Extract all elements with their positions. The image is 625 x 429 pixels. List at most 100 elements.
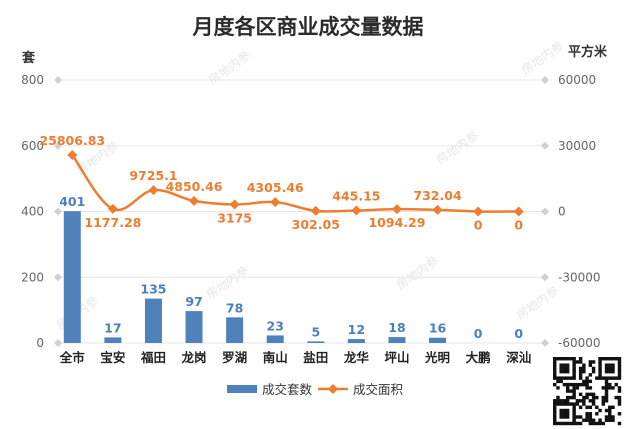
qr-cell bbox=[601, 399, 606, 403]
right-axis-unit: 平方米 bbox=[568, 44, 608, 60]
qr-cell bbox=[565, 412, 570, 416]
qr-cell bbox=[559, 366, 563, 371]
qr-cell bbox=[604, 363, 609, 367]
qr-cell bbox=[598, 408, 602, 413]
qr-cell bbox=[582, 379, 586, 384]
qr-cell bbox=[578, 382, 583, 387]
qr-cell bbox=[608, 366, 612, 371]
qr-cell bbox=[588, 412, 593, 416]
line-value-label: 1094.29 bbox=[368, 215, 425, 230]
bar bbox=[388, 337, 406, 343]
qr-cell bbox=[591, 402, 596, 406]
qr-cell bbox=[556, 357, 560, 361]
line-point bbox=[189, 195, 200, 206]
qr-cell bbox=[559, 363, 563, 367]
right-tick-label: 0 bbox=[558, 205, 566, 219]
qr-cell bbox=[565, 369, 570, 374]
qr-cell bbox=[598, 363, 602, 367]
line-value-label: 4305.46 bbox=[247, 180, 304, 195]
qr-cell bbox=[585, 415, 589, 419]
qr-cell bbox=[604, 376, 609, 380]
qr-cell bbox=[575, 415, 580, 419]
qr-cell bbox=[553, 360, 557, 364]
qr-cell bbox=[614, 357, 618, 361]
qr-cell bbox=[569, 382, 573, 387]
bar-value-label: 16 bbox=[429, 321, 447, 336]
right-tick-label: 30000 bbox=[558, 139, 596, 153]
qr-cell bbox=[572, 360, 576, 364]
left-tick-label: 200 bbox=[21, 270, 44, 284]
qr-cell bbox=[578, 357, 583, 361]
qr-cell bbox=[553, 366, 557, 371]
qr-cell bbox=[595, 376, 599, 380]
qr-cell bbox=[591, 369, 596, 374]
qr-cell bbox=[562, 357, 567, 361]
qr-cell bbox=[569, 421, 573, 426]
qr-cell bbox=[572, 405, 576, 410]
qr-cell bbox=[572, 412, 576, 416]
qr-cell bbox=[598, 357, 602, 361]
qr-cell bbox=[559, 357, 563, 361]
qr-cell bbox=[611, 369, 615, 374]
qr-cell bbox=[591, 399, 596, 403]
qr-cell bbox=[553, 415, 557, 419]
category-label: 龙岗 bbox=[181, 350, 207, 365]
qr-cell bbox=[591, 421, 596, 426]
left-tick-label: 0 bbox=[36, 336, 44, 350]
qr-cell bbox=[617, 360, 622, 364]
qr-cell bbox=[578, 421, 583, 426]
bar-value-label: 0 bbox=[474, 326, 483, 341]
qr-cell bbox=[614, 395, 618, 400]
qr-cell bbox=[608, 382, 612, 387]
qr-cell bbox=[598, 373, 602, 377]
grid-marker bbox=[541, 76, 549, 84]
qr-cell bbox=[578, 376, 583, 380]
qr-cell bbox=[565, 399, 570, 403]
qr-cell bbox=[559, 399, 563, 403]
qr-cell bbox=[572, 373, 576, 377]
bar bbox=[429, 337, 447, 343]
qr-cell bbox=[604, 382, 609, 387]
qr-cell bbox=[556, 379, 560, 384]
left-tick-label: 400 bbox=[21, 205, 44, 219]
qr-cell bbox=[572, 415, 576, 419]
qr-cell bbox=[572, 363, 576, 367]
qr-cell bbox=[556, 399, 560, 403]
qr-cell bbox=[562, 421, 567, 426]
line-value-label: 0 bbox=[474, 218, 483, 233]
qr-cell bbox=[604, 408, 609, 413]
bar bbox=[307, 341, 325, 343]
qr-cell bbox=[604, 386, 609, 390]
qr-cell bbox=[569, 395, 573, 400]
grid-lines bbox=[54, 76, 549, 347]
qr-cell bbox=[565, 366, 570, 371]
qr-cell bbox=[553, 373, 557, 377]
qr-cell bbox=[575, 399, 580, 403]
qr-cell bbox=[588, 405, 593, 410]
qr-cell bbox=[562, 415, 567, 419]
qr-cell bbox=[585, 379, 589, 384]
qr-cell bbox=[591, 360, 596, 364]
qr-cell bbox=[588, 373, 593, 377]
qr-cell bbox=[559, 402, 563, 406]
qr-cell bbox=[595, 412, 599, 416]
line-value-label: 25806.83 bbox=[39, 133, 105, 148]
right-axis-ticks: -60000 -30000 0 30000 60000 bbox=[558, 73, 601, 350]
qr-cell bbox=[578, 399, 583, 403]
qr-cell bbox=[601, 421, 606, 426]
qr-cell bbox=[578, 373, 583, 377]
qr-cell bbox=[611, 357, 615, 361]
qr-cell bbox=[572, 421, 576, 426]
qr-cell bbox=[617, 369, 622, 374]
qr-cell bbox=[578, 392, 583, 397]
qr-cell bbox=[601, 402, 606, 406]
qr-cell bbox=[588, 379, 593, 384]
qr-cell bbox=[598, 369, 602, 374]
qr-cell bbox=[562, 363, 567, 367]
qr-cell bbox=[582, 366, 586, 371]
bar-value-label: 401 bbox=[59, 194, 85, 209]
line-point bbox=[473, 206, 484, 217]
qr-cell bbox=[608, 415, 612, 419]
line-point bbox=[229, 199, 240, 210]
